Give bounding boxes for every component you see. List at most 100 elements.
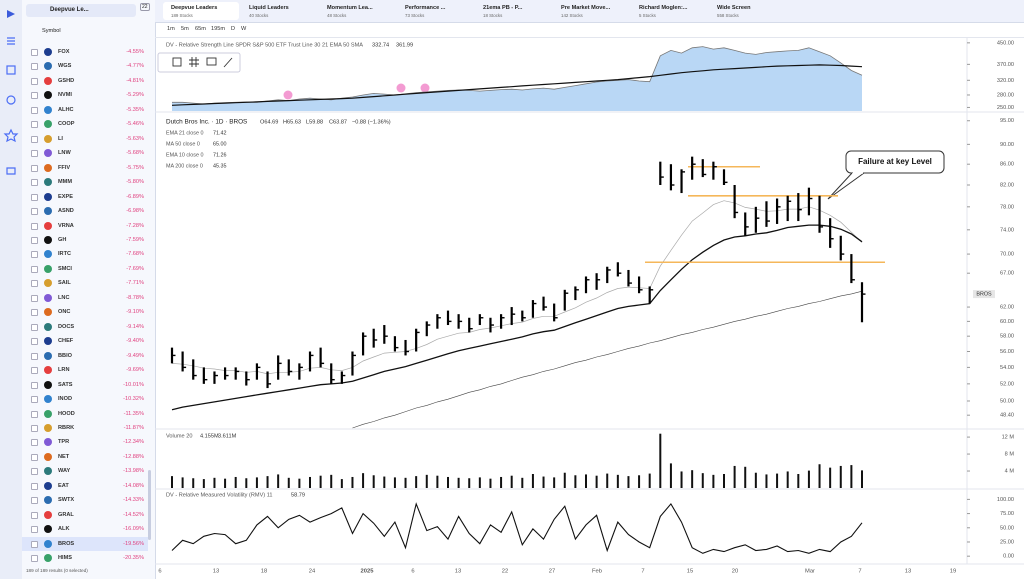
- watchlist-row[interactable]: BBIO -9.49%: [22, 349, 148, 363]
- watchlist-row[interactable]: SAIL -7.71%: [22, 276, 148, 290]
- checkbox[interactable]: [31, 135, 38, 143]
- watchlist-row[interactable]: LNW -5.68%: [22, 146, 148, 160]
- checkbox[interactable]: [31, 453, 38, 461]
- watchlist-row[interactable]: MMM -5.80%: [22, 175, 148, 189]
- watchlist-row[interactable]: SATS -10.01%: [22, 378, 148, 392]
- checkbox[interactable]: [31, 396, 38, 404]
- tab[interactable]: Performance ... 73 Stocks: [397, 2, 473, 20]
- checkbox[interactable]: [31, 150, 38, 158]
- watchlist-row[interactable]: GRAL -14.52%: [22, 508, 148, 522]
- checkbox[interactable]: [31, 121, 38, 129]
- tab[interactable]: Wide Screen 558 Stocks: [709, 2, 785, 20]
- tab[interactable]: Deepvue Leaders 189 Stocks: [163, 2, 239, 20]
- volume-bar: [691, 470, 694, 488]
- interval[interactable]: 1m: [167, 26, 175, 32]
- watchlist-row[interactable]: INOD -10.32%: [22, 392, 148, 406]
- checkbox[interactable]: [31, 179, 38, 187]
- watchlist-row[interactable]: DOCS -9.14%: [22, 320, 148, 334]
- watchlist-row[interactable]: NVMI -5.29%: [22, 88, 148, 102]
- checkbox[interactable]: [31, 280, 38, 288]
- checkbox[interactable]: [31, 208, 38, 216]
- watchlist-row[interactable]: EXPE -6.89%: [22, 190, 148, 204]
- interval[interactable]: 5m: [181, 26, 189, 32]
- checkbox[interactable]: [31, 77, 38, 85]
- logo: [44, 207, 52, 216]
- y-tick-label: 320.00: [997, 78, 1014, 84]
- watchlist-row[interactable]: WGS -4.77%: [22, 59, 148, 73]
- watchlist-row[interactable]: GH -7.59%: [22, 233, 148, 247]
- watchlist-row[interactable]: BROS -19.56%: [22, 536, 148, 551]
- checkbox[interactable]: [31, 526, 38, 534]
- checkbox[interactable]: [31, 410, 38, 418]
- interval[interactable]: W: [241, 26, 247, 32]
- watchlist-row[interactable]: GSHD -4.81%: [22, 74, 148, 88]
- y-tick-label: 4 M: [1005, 469, 1015, 475]
- checkbox[interactable]: [31, 424, 38, 432]
- tab-count: 40 Stocks: [249, 13, 269, 18]
- checkbox[interactable]: [31, 193, 38, 201]
- checkbox[interactable]: [31, 511, 38, 519]
- watchlist-row[interactable]: SMCI -7.69%: [22, 262, 148, 276]
- ohlc-readout: L59.88: [306, 119, 323, 125]
- checkbox[interactable]: [31, 236, 38, 244]
- checkbox[interactable]: [31, 251, 38, 259]
- watchlist-row[interactable]: HIMS -20.35%: [22, 551, 148, 565]
- watchlist-row[interactable]: RBRK -11.87%: [22, 421, 148, 435]
- checkbox[interactable]: [31, 49, 38, 56]
- axis-tag: BROS: [976, 292, 992, 298]
- watchlist-row[interactable]: ALK -16.09%: [22, 522, 148, 536]
- checkbox[interactable]: [31, 497, 38, 505]
- watchlist-row[interactable]: NET -12.88%: [22, 450, 148, 464]
- watchlist-row[interactable]: LI -5.63%: [22, 132, 148, 146]
- watchlist-row[interactable]: EAT -14.08%: [22, 479, 148, 493]
- volume-bar: [595, 475, 598, 488]
- y-tick-label: 78.00: [1000, 204, 1014, 210]
- interval[interactable]: D: [231, 26, 236, 32]
- checkbox[interactable]: [31, 309, 38, 317]
- checkbox[interactable]: [31, 323, 38, 331]
- checkbox[interactable]: [31, 106, 38, 114]
- watchlist-row[interactable]: WAY -13.98%: [22, 464, 148, 478]
- tab[interactable]: 21ema PB - P... 18 Stocks: [475, 2, 551, 20]
- tab[interactable]: Richard Moglen:... 5 Stocks: [631, 2, 707, 20]
- watchlist-row[interactable]: ONC -9.10%: [22, 305, 148, 319]
- checkbox[interactable]: [31, 63, 38, 71]
- checkbox[interactable]: [31, 265, 38, 273]
- checkbox[interactable]: [31, 468, 38, 476]
- change: -14.52%: [123, 511, 144, 518]
- watchlist-row[interactable]: ALHC -5.35%: [22, 103, 148, 117]
- watchlist-row[interactable]: COOP -5.46%: [22, 117, 148, 131]
- watchlist-row[interactable]: IRTC -7.68%: [22, 247, 148, 261]
- scrollbar[interactable]: [148, 470, 151, 540]
- watchlist-row[interactable]: TPR -12.34%: [22, 435, 148, 449]
- checkbox[interactable]: [31, 294, 38, 302]
- watchlist-selector[interactable]: Deepvue Le...: [26, 4, 136, 17]
- checkbox[interactable]: [31, 555, 38, 563]
- volume-bar: [797, 474, 800, 488]
- watchlist-row[interactable]: FFIV -5.75%: [22, 161, 148, 175]
- watchlist-row[interactable]: LNC -8.78%: [22, 291, 148, 305]
- tab[interactable]: Momentum Lea... 48 Stocks: [319, 2, 395, 20]
- checkbox[interactable]: [31, 338, 38, 346]
- watchlist-row[interactable]: CHEF -9.40%: [22, 334, 148, 348]
- checkbox[interactable]: [31, 164, 38, 172]
- checkbox[interactable]: [31, 92, 38, 100]
- checkbox[interactable]: [31, 381, 38, 389]
- volume-bar: [436, 475, 439, 488]
- checkbox[interactable]: [31, 482, 38, 490]
- watchlist-row[interactable]: ASND -6.98%: [22, 204, 148, 218]
- tab[interactable]: Liquid Leaders 40 Stocks: [241, 2, 317, 20]
- watchlist-row[interactable]: SWTX -14.33%: [22, 493, 148, 507]
- watchlist-row[interactable]: FOX -4.55%: [22, 45, 148, 59]
- tab[interactable]: Pre Market Move... 142 Stocks: [553, 2, 629, 20]
- checkbox[interactable]: [31, 352, 38, 360]
- checkbox[interactable]: [31, 540, 38, 548]
- checkbox[interactable]: [31, 222, 38, 230]
- interval[interactable]: 195m: [211, 26, 225, 32]
- interval[interactable]: 65m: [195, 26, 206, 32]
- watchlist-row[interactable]: VRNA -7.28%: [22, 219, 148, 233]
- checkbox[interactable]: [31, 367, 38, 375]
- watchlist-row[interactable]: LRN -9.69%: [22, 363, 148, 377]
- watchlist-row[interactable]: HOOD -11.35%: [22, 407, 148, 421]
- checkbox[interactable]: [31, 439, 38, 447]
